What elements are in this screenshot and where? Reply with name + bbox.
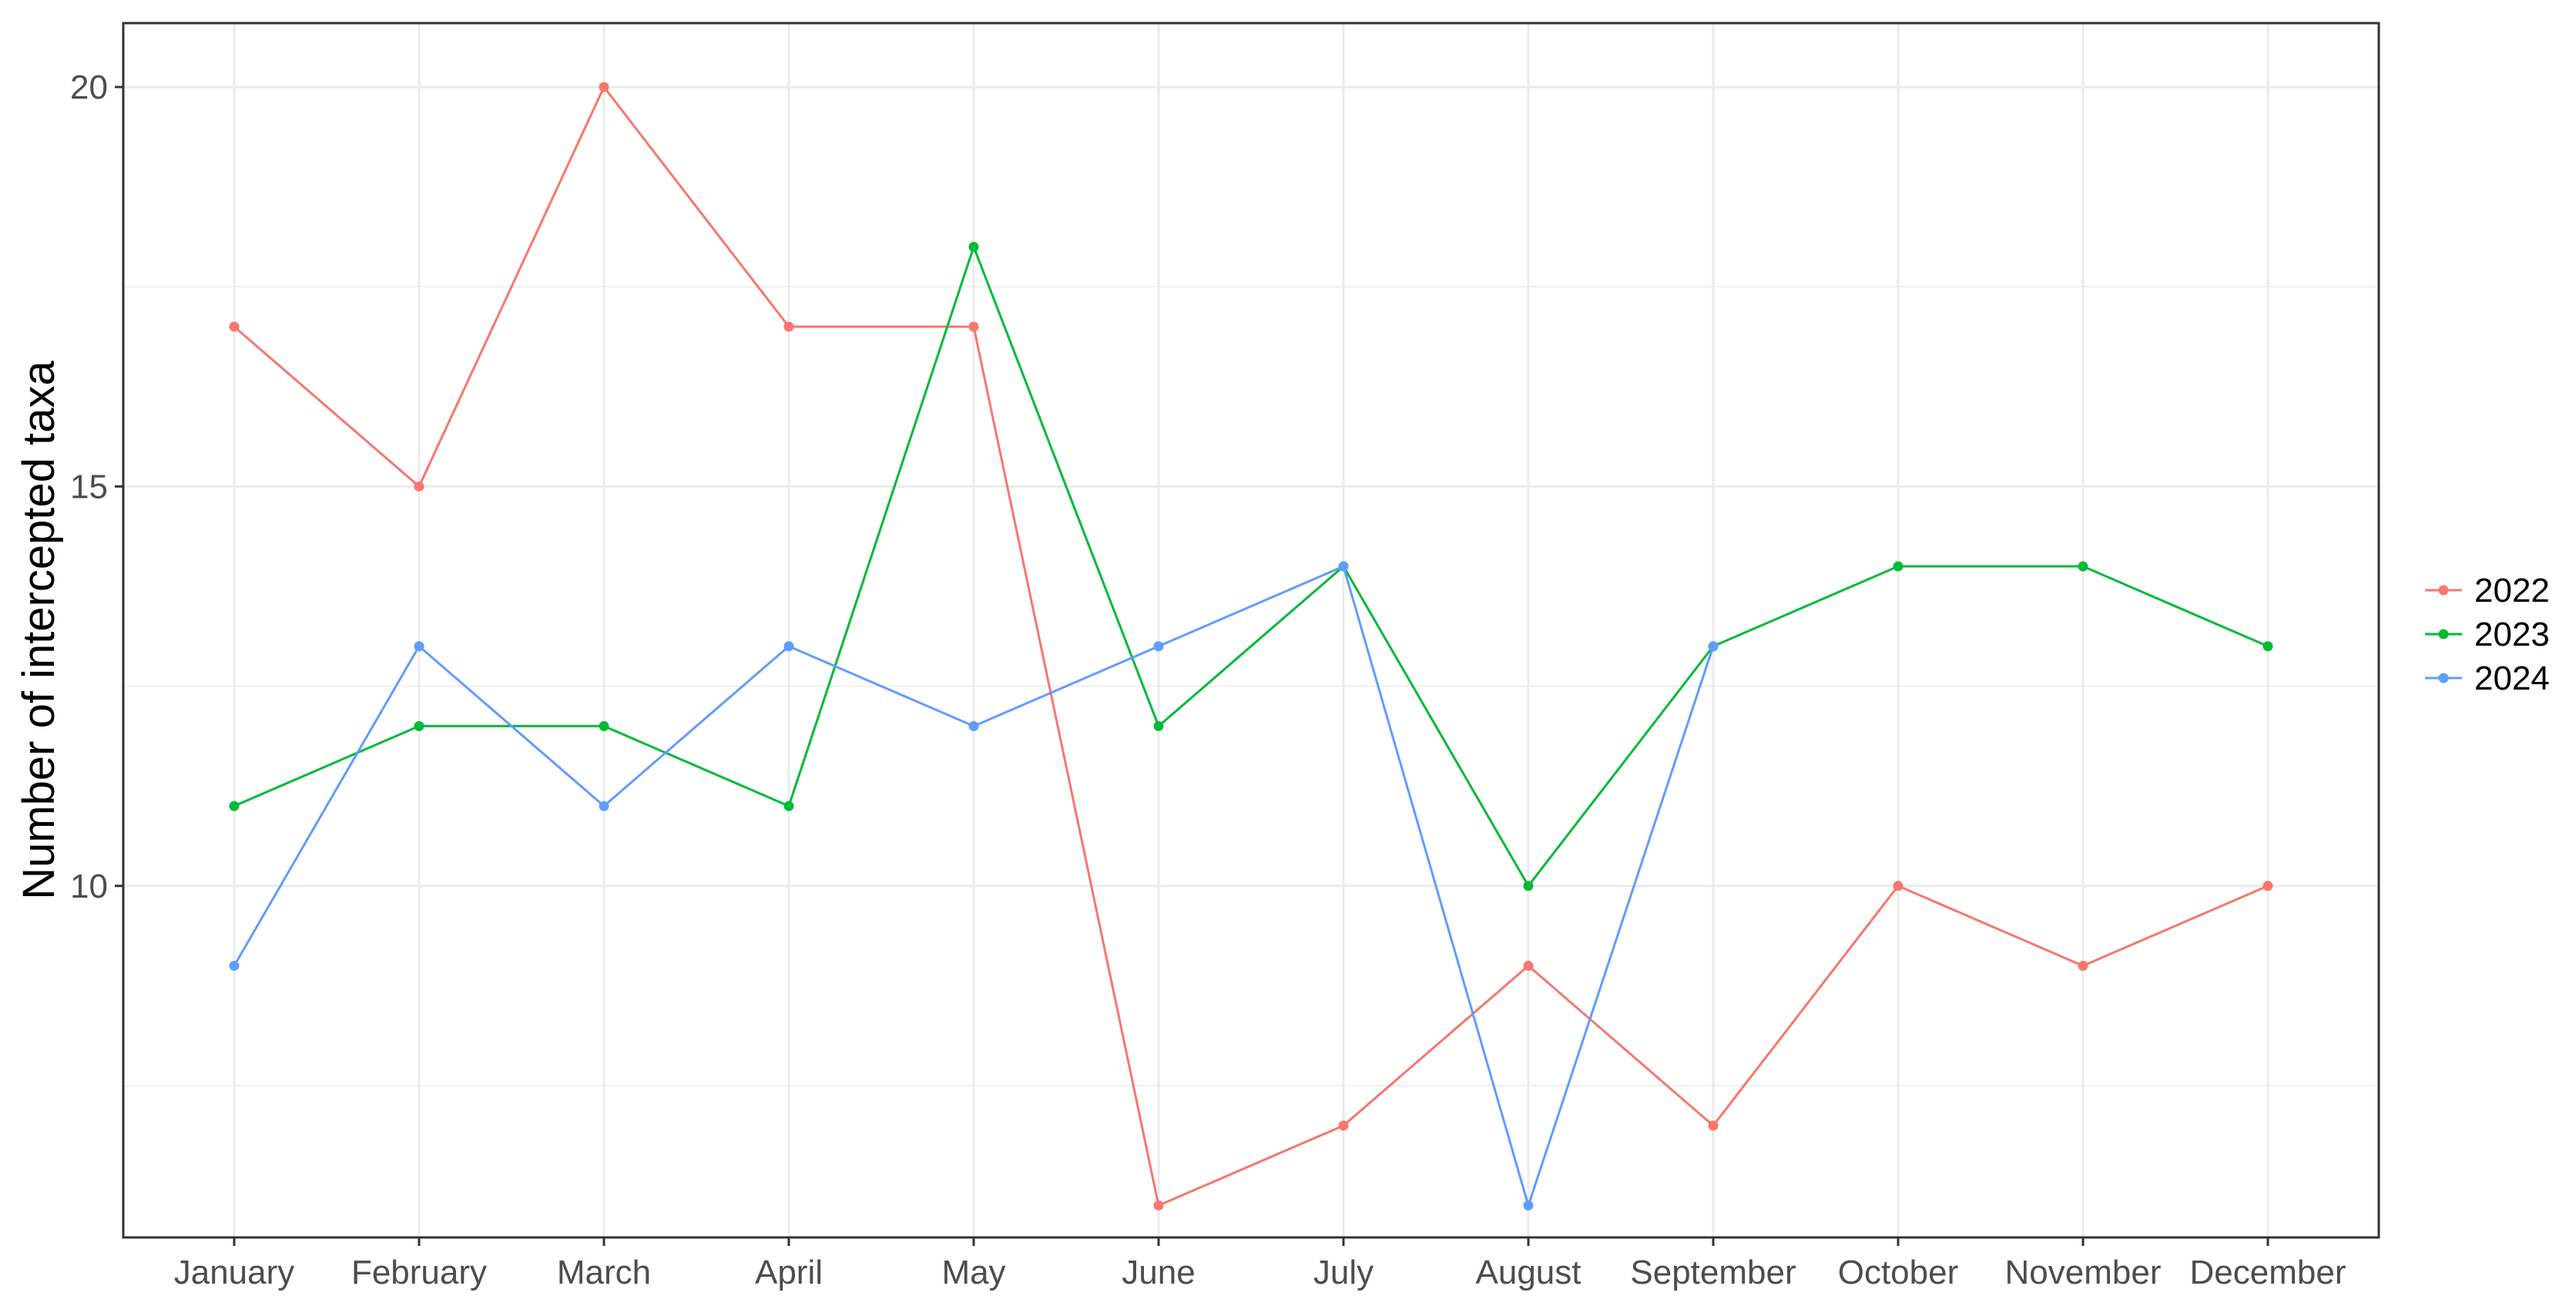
data-point-2023 (229, 801, 240, 811)
series-line-2022 (233, 86, 2269, 1207)
data-point-2022 (2262, 881, 2273, 891)
y-tick-label: 15 (70, 468, 108, 505)
legend: 2022 2023 2024 (2425, 572, 2550, 697)
data-point-2023 (1523, 881, 1534, 891)
x-tick-label: December (2190, 1254, 2346, 1291)
legend-item-2023: 2023 (2425, 616, 2550, 653)
x-tick-label: November (2005, 1254, 2162, 1291)
legend-label: 2023 (2474, 616, 2550, 653)
y-axis-title: Number of intercepted taxa (14, 360, 64, 899)
data-point-2023 (599, 720, 609, 731)
data-point-2023 (414, 720, 424, 731)
x-tick-label: January (174, 1254, 295, 1291)
data-point-2023 (1893, 561, 1903, 572)
legend-label: 2024 (2474, 660, 2550, 697)
data-point-2022 (1523, 960, 1534, 971)
x-axis: January February March April May June July Augu… (174, 1237, 2346, 1291)
data-point-2024 (414, 641, 424, 652)
data-point-2022 (1893, 881, 1903, 891)
data-point-2023 (2078, 561, 2088, 572)
data-point-2023 (783, 801, 794, 811)
series-2022 (229, 82, 2273, 1211)
legend-item-2024: 2024 (2425, 660, 2550, 697)
x-tick-label: May (941, 1254, 1005, 1291)
y-tick-label: 20 (70, 69, 108, 106)
legend-key-point (2438, 629, 2449, 640)
data-point-2022 (1153, 1200, 1164, 1211)
x-tick-label: August (1476, 1254, 1581, 1291)
data-point-2024 (783, 641, 794, 652)
series-2024 (229, 561, 1719, 1211)
data-point-2024 (1708, 641, 1719, 652)
series-layer (229, 82, 2273, 1211)
data-point-2023 (968, 241, 979, 252)
y-axis: 10 15 20 (70, 69, 123, 905)
data-point-2024 (1153, 641, 1164, 652)
x-tick-label: October (1838, 1254, 1959, 1291)
legend-item-2022: 2022 (2425, 572, 2550, 609)
minor-gridlines (123, 286, 2379, 1086)
x-tick-label: March (557, 1254, 651, 1291)
data-point-2022 (2078, 960, 2088, 971)
x-tick-label: September (1630, 1254, 1796, 1291)
data-point-2024 (1523, 1200, 1534, 1211)
data-point-2022 (599, 82, 609, 92)
data-point-2022 (1708, 1120, 1719, 1131)
x-tick-label: June (1122, 1254, 1195, 1291)
legend-key-point (2438, 673, 2449, 683)
plot-panel-border (122, 22, 2380, 1239)
data-point-2024 (229, 960, 240, 971)
y-tick-label: 10 (70, 868, 108, 905)
x-tick-label: July (1313, 1254, 1374, 1291)
data-point-2022 (1338, 1120, 1349, 1131)
legend-label: 2022 (2474, 572, 2550, 609)
data-point-2022 (229, 321, 240, 332)
series-line-2023 (233, 245, 2269, 888)
data-point-2024 (599, 801, 609, 811)
x-tick-label: April (755, 1254, 823, 1291)
major-gridlines (123, 23, 2379, 1237)
data-point-2024 (1338, 561, 1349, 572)
data-point-2022 (414, 481, 424, 492)
data-point-2024 (968, 720, 979, 731)
legend-key-point (2438, 585, 2449, 596)
data-point-2022 (783, 321, 794, 332)
data-point-2023 (2262, 641, 2273, 652)
data-point-2023 (1153, 720, 1164, 731)
x-tick-label: February (351, 1254, 487, 1291)
data-point-2022 (968, 321, 979, 332)
